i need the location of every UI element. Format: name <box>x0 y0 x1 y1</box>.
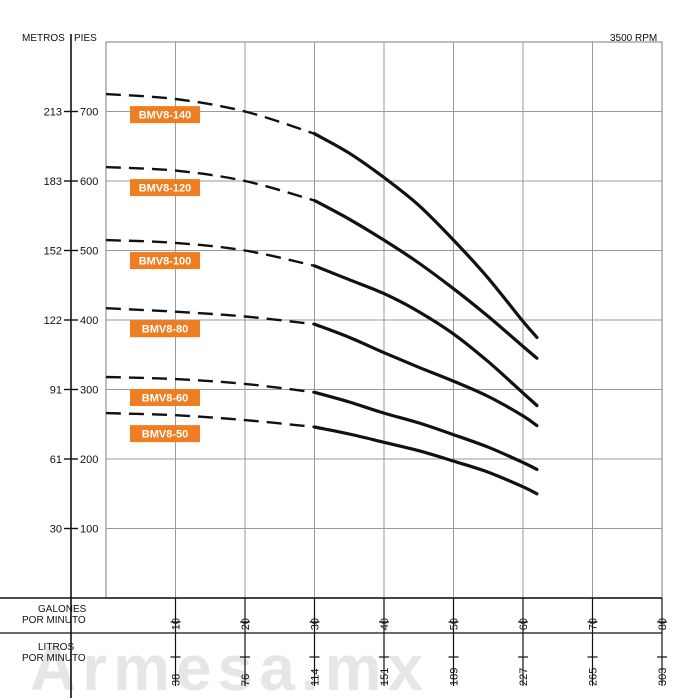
curve-solid-bmv8-120 <box>312 198 539 360</box>
series-badge-bmv8-140 <box>130 106 200 124</box>
x-tick-label-gpm: 40 <box>379 618 391 630</box>
x-tick-label-lpm: 227 <box>518 668 530 686</box>
x-tick-label-lpm: 38 <box>171 674 183 686</box>
x-tick-label-gpm: 30 <box>310 618 322 630</box>
y-tick-label-metros: 122 <box>44 315 62 327</box>
y-tick-label-pies: 400 <box>80 315 98 327</box>
series-label-bmv8-140: BMV8-140 <box>139 110 192 122</box>
rpm-label: 3500 RPM <box>610 33 657 44</box>
series-badge-bmv8-80 <box>130 320 200 338</box>
x-axis-title-lpm-2: POR MINUTO <box>22 653 86 664</box>
series-badge-bmv8-100 <box>130 252 200 270</box>
x-axis-title-lpm: LITROS <box>38 642 74 653</box>
x-axis-title-gpm: GALONES <box>38 604 87 615</box>
x-tick-label-gpm: 60 <box>518 618 530 630</box>
watermark: Armesa.mx <box>30 632 429 700</box>
curve-solid-bmv8-80 <box>312 322 539 428</box>
curves <box>105 92 539 496</box>
curve-dashed-bmv8-120 <box>105 165 315 202</box>
x-tick-label-lpm: 76 <box>240 674 252 686</box>
series-badge-bmv8-50 <box>130 425 200 443</box>
y-tick-label-metros: 152 <box>44 246 62 258</box>
curve-dashed-bmv8-80 <box>105 307 315 326</box>
x-tick-label-lpm: 303 <box>657 668 669 686</box>
curve-solid-bmv8-100 <box>312 264 539 408</box>
curve-solid-bmv8-50 <box>312 425 539 496</box>
series-badges: BMV8-140 BMV8-120 BMV8-100 BMV8-80 BMV8-60 BM… <box>130 106 200 443</box>
x-tick-label-gpm: 80 <box>657 618 669 630</box>
x-tick-label-gpm: 10 <box>171 618 183 630</box>
y-tick-label-pies: 100 <box>80 524 98 536</box>
curve-dashed-bmv8-140 <box>105 92 315 135</box>
curve-dashed-bmv8-60 <box>105 375 315 394</box>
curve-dashed-bmv8-50 <box>105 411 315 429</box>
curve-dashed-bmv8-100 <box>105 238 315 267</box>
series-label-bmv8-60: BMV8-60 <box>142 392 188 404</box>
y-tick-label-pies: 700 <box>80 107 98 119</box>
x-tick-label-lpm: 265 <box>588 668 600 686</box>
y-tick-label-metros: 213 <box>44 107 62 119</box>
y-tick-label-pies: 200 <box>80 454 98 466</box>
series-label-bmv8-100: BMV8-100 <box>139 256 192 268</box>
curve-solid-bmv8-60 <box>312 390 539 471</box>
grid <box>105 41 663 599</box>
series-badge-bmv8-120 <box>130 179 200 197</box>
y-tick-label-metros: 61 <box>50 454 62 466</box>
x-tick-label-lpm: 189 <box>449 668 461 686</box>
x-tick-label-gpm: 50 <box>449 618 461 630</box>
series-badge-bmv8-60 <box>130 388 200 406</box>
series-label-bmv8-50: BMV8-50 <box>142 429 188 441</box>
x-tick-label-gpm: 20 <box>240 618 252 630</box>
x-tick-label-gpm: 70 <box>588 618 600 630</box>
y-tick-label-metros: 183 <box>44 176 62 188</box>
x-tick-label-lpm: 114 <box>310 668 322 686</box>
curve-solid-bmv8-140 <box>312 132 539 339</box>
y-tick-label-metros: 30 <box>50 524 62 536</box>
y-tick-label-metros: 91 <box>50 385 62 397</box>
y-tick-label-pies: 500 <box>80 246 98 258</box>
series-label-bmv8-120: BMV8-120 <box>139 183 192 195</box>
y-axis-title-metros: METROS <box>22 33 65 44</box>
x-tick-label-lpm: 151 <box>379 668 391 686</box>
y-tick-label-pies: 600 <box>80 176 98 188</box>
axes: 100 30 200 61 300 91 400 122 500 152 600 183 700 213 G… <box>0 34 669 698</box>
y-tick-label-pies: 300 <box>80 385 98 397</box>
x-axis-title-gpm-2: POR MINUTO <box>22 615 86 626</box>
series-label-bmv8-80: BMV8-80 <box>142 324 188 336</box>
y-axis-title-pies: PIES <box>74 33 97 44</box>
